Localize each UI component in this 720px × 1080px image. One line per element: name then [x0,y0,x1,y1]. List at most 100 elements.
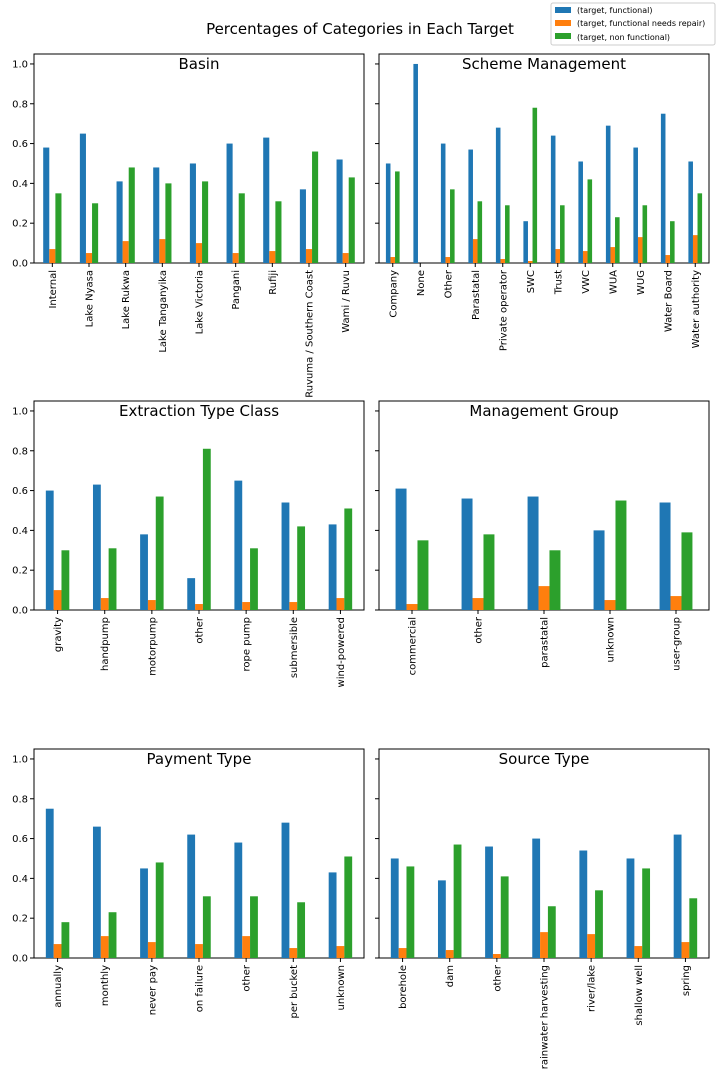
bar [195,944,203,958]
x-tick-label: never pay [147,965,158,1015]
bar [232,253,239,263]
x-tick-label: Pangani [231,270,242,310]
x-tick-label: unknown [336,965,347,1010]
bar [689,898,698,958]
bar [234,842,243,958]
bar [495,127,501,264]
bar [582,251,588,263]
y-tick-label: 0.8 [12,99,28,110]
bar [336,946,345,958]
plot-area [378,748,710,959]
legend-label-functional: (target, functional) [577,6,652,15]
bar [140,534,148,610]
x-tick-label: Lake Victoria [195,270,206,334]
bar [263,137,270,263]
bar [79,133,86,263]
bar [153,167,160,263]
x-tick-label: submersible [289,617,300,678]
x-tick-label: None [416,270,427,296]
bar [297,902,306,958]
y-tick-label: 0.0 [12,954,28,965]
x-tick-label: Rufiji [268,270,279,295]
bar [472,598,484,610]
x-tick-label: per bucket [289,965,300,1019]
x-tick-label: Lake Nyasa [85,270,96,327]
chart-title: Basin [179,55,220,73]
x-tick-label: other [474,616,485,644]
y-tick-label: 1.0 [12,406,28,417]
bar [660,113,666,264]
bar [483,534,495,610]
y-tick-label: 1.0 [12,754,28,765]
bar [538,586,550,610]
x-tick-label: rope pump [242,617,253,671]
x-tick-label: Lake Rukwa [121,270,132,329]
bar [53,590,62,610]
x-tick-label: Wami / Ruvu [341,270,352,333]
bar [289,948,298,958]
x-tick-label: monthly [100,965,111,1006]
bar [45,808,54,958]
bar [61,550,70,610]
bar [604,600,616,610]
x-tick-label: other [242,964,253,992]
bar [398,948,407,958]
x-tick-label: handpump [100,617,111,671]
bar [45,490,54,610]
bar [202,896,211,958]
bar [595,890,603,958]
x-tick-label: Water Board [663,270,674,332]
x-tick-label: user-group [672,617,683,671]
bar [437,880,446,958]
legend-label-non-functional: (target, non functional) [577,33,670,42]
bar [275,201,282,263]
bar [461,498,473,610]
x-tick-label: WUG [636,270,647,295]
figure-title: Percentages of Categories in Each Target [206,20,514,38]
y-tick-label: 0.2 [12,566,28,577]
bar [336,598,345,610]
y-tick-label: 0.4 [12,874,28,885]
bar [100,598,109,610]
bar [159,239,166,263]
x-tick-label: SWC [526,270,537,293]
bar [250,896,258,958]
bar [547,906,556,958]
bar [92,484,101,610]
y-tick-label: 0.6 [12,139,28,150]
bar [578,161,583,263]
x-tick-label: VWC [581,270,592,294]
bar [108,912,117,958]
bar [688,161,693,263]
chart-panel: 0.0 0.2 0.4 0.6 0.8 1.0 Internal Lake Nyasa Lake… [12,53,365,398]
bar [395,488,407,610]
bar [226,143,233,263]
bar [527,261,533,263]
bar [43,147,50,263]
bar [681,942,690,958]
x-tick-label: WUA [608,270,619,294]
bar [626,858,635,958]
bar [633,147,638,263]
x-tick-label: Parastatal [471,270,482,320]
bar [549,550,561,610]
x-tick-label: other [195,616,206,644]
bar [250,548,258,610]
legend: (target, functional) (target, functional… [550,2,716,46]
bar [342,253,349,263]
x-tick-label: rainwater harvesting [540,965,551,1069]
y-tick-label: 0.4 [12,526,28,537]
bar [615,217,620,263]
bar [187,578,196,610]
bar [281,822,290,958]
x-tick-label: parastatal [540,617,551,668]
bar [527,496,539,610]
y-tick-label: 0.8 [12,446,28,457]
bar [417,540,429,610]
bar [634,946,643,958]
x-tick-label: Ruvuma / Southern Coast [305,270,316,398]
bar [642,868,651,958]
bar [348,177,355,263]
chart-title: Source Type [499,750,590,768]
